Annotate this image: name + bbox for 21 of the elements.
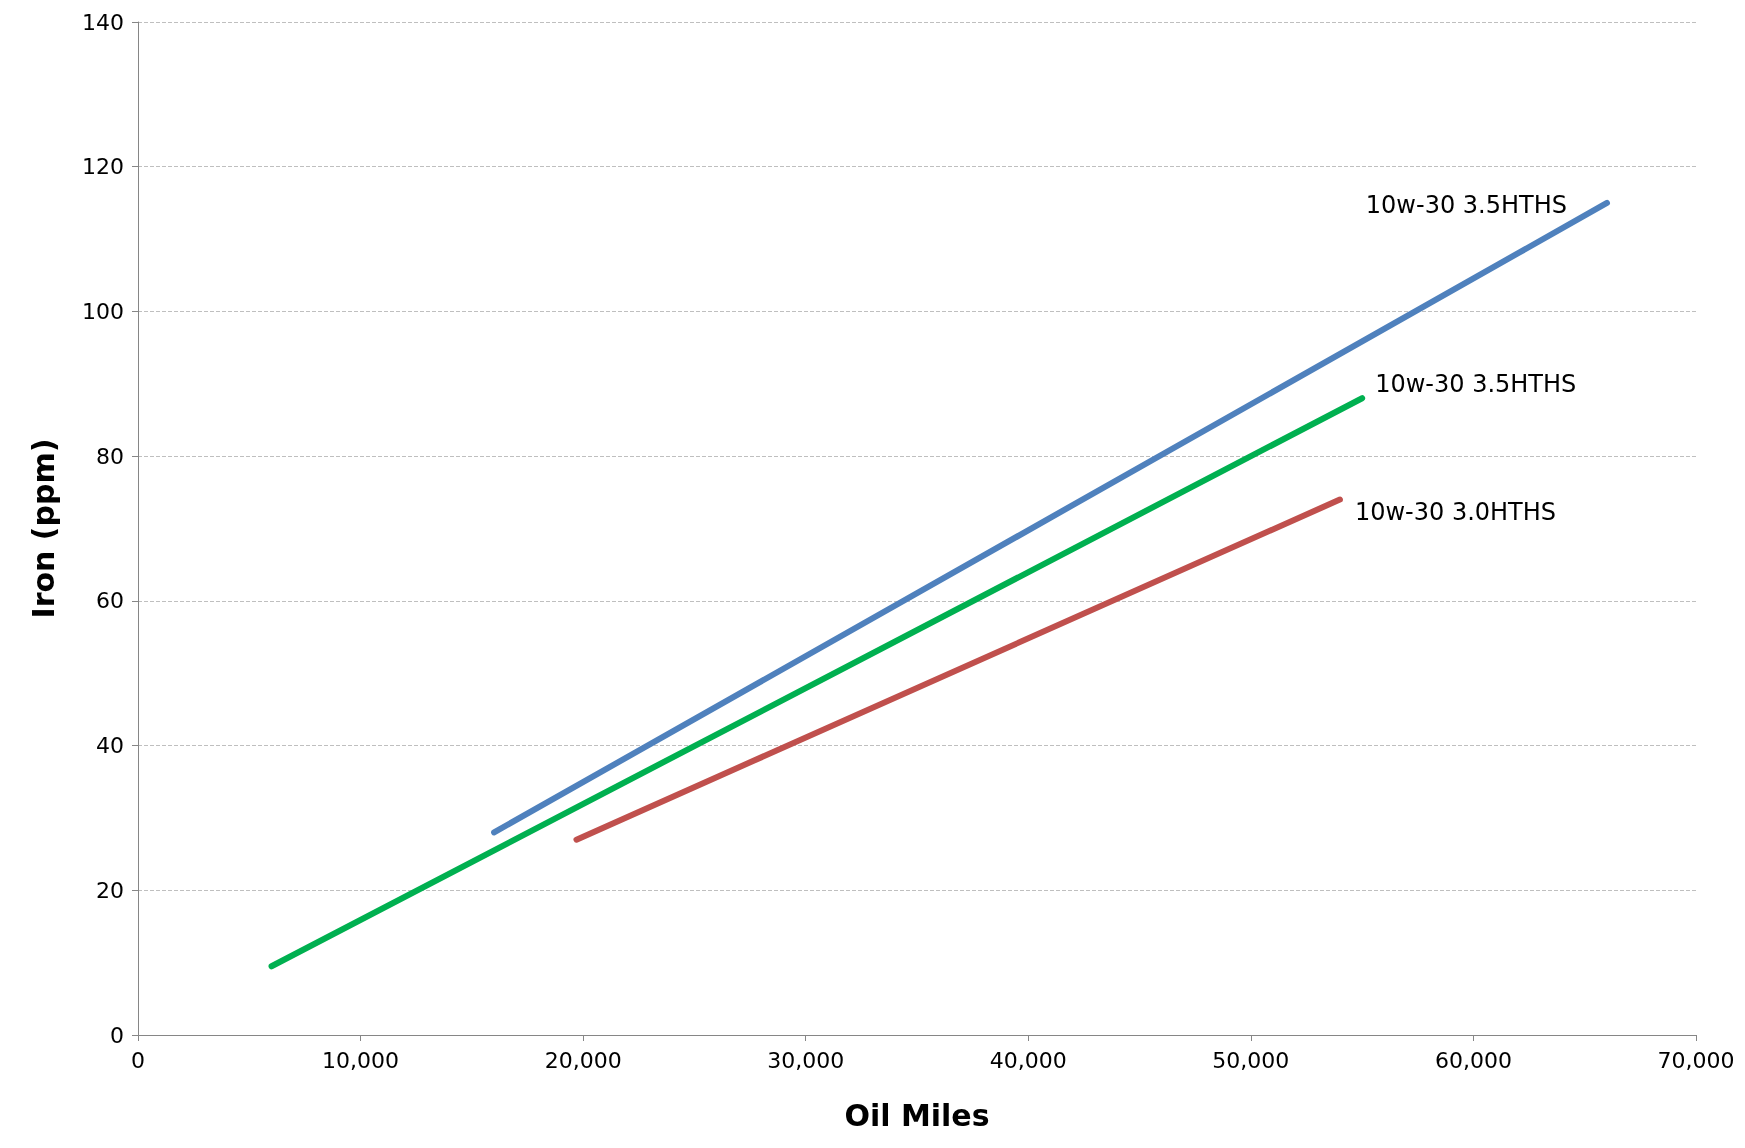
y-tick-label: 140 [82,9,124,35]
y-tick-label: 100 [82,298,124,324]
x-tick-label: 10,000 [322,1047,400,1073]
y-axis-title: Iron (ppm) [25,438,61,619]
y-tick-label: 120 [82,154,124,180]
x-tick-label: 60,000 [1434,1047,1512,1073]
series-label: 10w-30 3.5HTHS [1365,190,1567,219]
x-tick-label: 70,000 [1657,1047,1735,1073]
y-tick-label: 0 [110,1022,124,1048]
y-tick-label: 20 [96,877,124,903]
y-tick-label: 60 [96,588,124,614]
x-tick-label: 20,000 [544,1047,622,1073]
x-tick-label: 50,000 [1212,1047,1290,1073]
x-axis-title: Oil Miles [844,1097,990,1133]
x-tick-label: 30,000 [767,1047,845,1073]
series-label: 10w-30 3.5HTHS [1375,370,1577,399]
y-tick-label: 40 [96,733,124,759]
x-tick-label: 0 [131,1047,145,1073]
series-label: 10w-30 3.0HTHS [1354,497,1557,526]
x-tick-label: 40,000 [989,1047,1067,1073]
y-tick-label: 80 [96,443,124,469]
